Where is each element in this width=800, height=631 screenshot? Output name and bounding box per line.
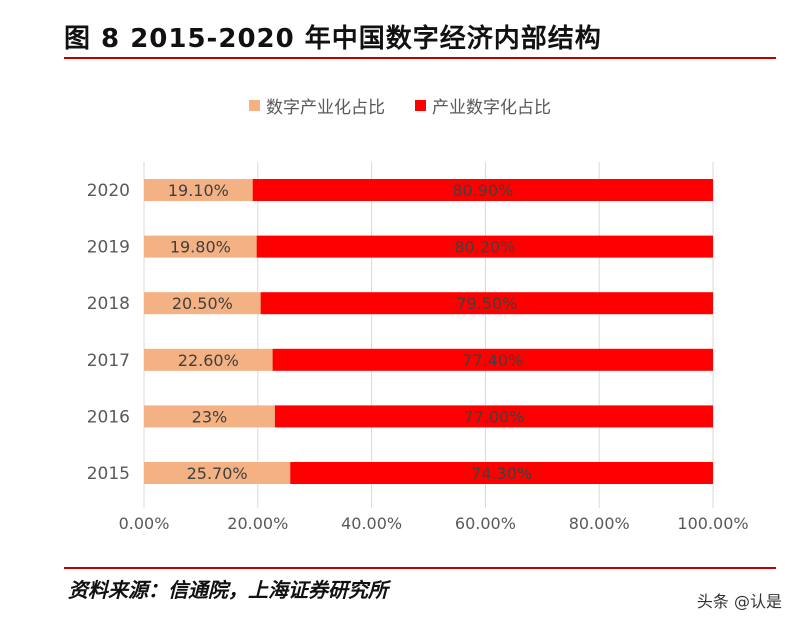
bar-digital-industrialization bbox=[144, 235, 257, 258]
source-note: 资料来源：信通院，上海证券研究所 bbox=[68, 578, 388, 602]
y-tick-label: 2018 bbox=[87, 294, 130, 314]
bar-industrial-digitalization bbox=[252, 179, 713, 201]
x-tick-label: 20.00% bbox=[227, 514, 288, 533]
legend-item-series-2: 产业数字化占比 bbox=[415, 93, 551, 118]
data-label: 25.70% bbox=[187, 464, 248, 483]
bar-industrial-digitalization bbox=[272, 348, 713, 371]
legend-label-series-2: 产业数字化占比 bbox=[432, 98, 551, 118]
data-label: 19.10% bbox=[168, 181, 229, 200]
bar-industrial-digitalization bbox=[274, 405, 713, 428]
watermark: 头条 @认是 bbox=[696, 592, 782, 611]
data-label: 20.50% bbox=[172, 294, 233, 313]
data-label: 80.90% bbox=[452, 181, 513, 200]
y-tick-label: 2017 bbox=[87, 351, 130, 371]
legend-swatch-series-2 bbox=[415, 100, 426, 111]
bar-digital-industrialization bbox=[144, 405, 275, 428]
y-tick-label: 2019 bbox=[87, 238, 130, 258]
legend-label-series-1: 数字产业化占比 bbox=[266, 98, 385, 118]
data-label: 19.80% bbox=[170, 238, 231, 257]
bar-digital-industrialization bbox=[144, 462, 291, 484]
data-label: 22.60% bbox=[178, 351, 239, 370]
legend-item-series-1: 数字产业化占比 bbox=[249, 93, 385, 118]
x-tick-label: 0.00% bbox=[119, 514, 170, 533]
data-label: 74.30% bbox=[471, 464, 532, 483]
bar-industrial-digitalization bbox=[290, 462, 713, 484]
bar-digital-industrialization bbox=[144, 179, 253, 201]
bar-digital-industrialization bbox=[144, 292, 261, 315]
stacked-bar-chart: 19.10% 80.90% 2020 19.80% 80.20% 2019 20.50% 79… bbox=[87, 162, 749, 533]
x-tick-label: 40.00% bbox=[341, 514, 402, 533]
bar-industrial-digitalization bbox=[256, 235, 713, 258]
x-tick-label: 80.00% bbox=[569, 514, 630, 533]
source-rule bbox=[64, 567, 776, 569]
y-tick-label: 2020 bbox=[87, 181, 130, 201]
data-label: 80.20% bbox=[454, 238, 515, 257]
data-label: 23% bbox=[192, 407, 228, 426]
x-tick-label: 100.00% bbox=[677, 514, 748, 533]
legend-swatch-series-1 bbox=[249, 100, 260, 111]
bar-digital-industrialization bbox=[144, 348, 273, 371]
data-label: 79.50% bbox=[456, 294, 517, 313]
y-tick-label: 2016 bbox=[87, 407, 130, 427]
x-tick-label: 60.00% bbox=[455, 514, 516, 533]
data-label: 77.40% bbox=[462, 351, 523, 370]
y-tick-label: 2015 bbox=[87, 464, 130, 484]
bar-industrial-digitalization bbox=[260, 292, 713, 315]
chart-legend: 数字产业化占比 产业数字化占比 bbox=[0, 93, 800, 118]
figure-title: 图 8 2015-2020 年中国数字经济内部结构 bbox=[64, 24, 602, 54]
title-rule bbox=[64, 57, 776, 59]
figure-header: 图 8 2015-2020 年中国数字经济内部结构 bbox=[0, 0, 800, 59]
data-label: 77.00% bbox=[463, 407, 524, 426]
